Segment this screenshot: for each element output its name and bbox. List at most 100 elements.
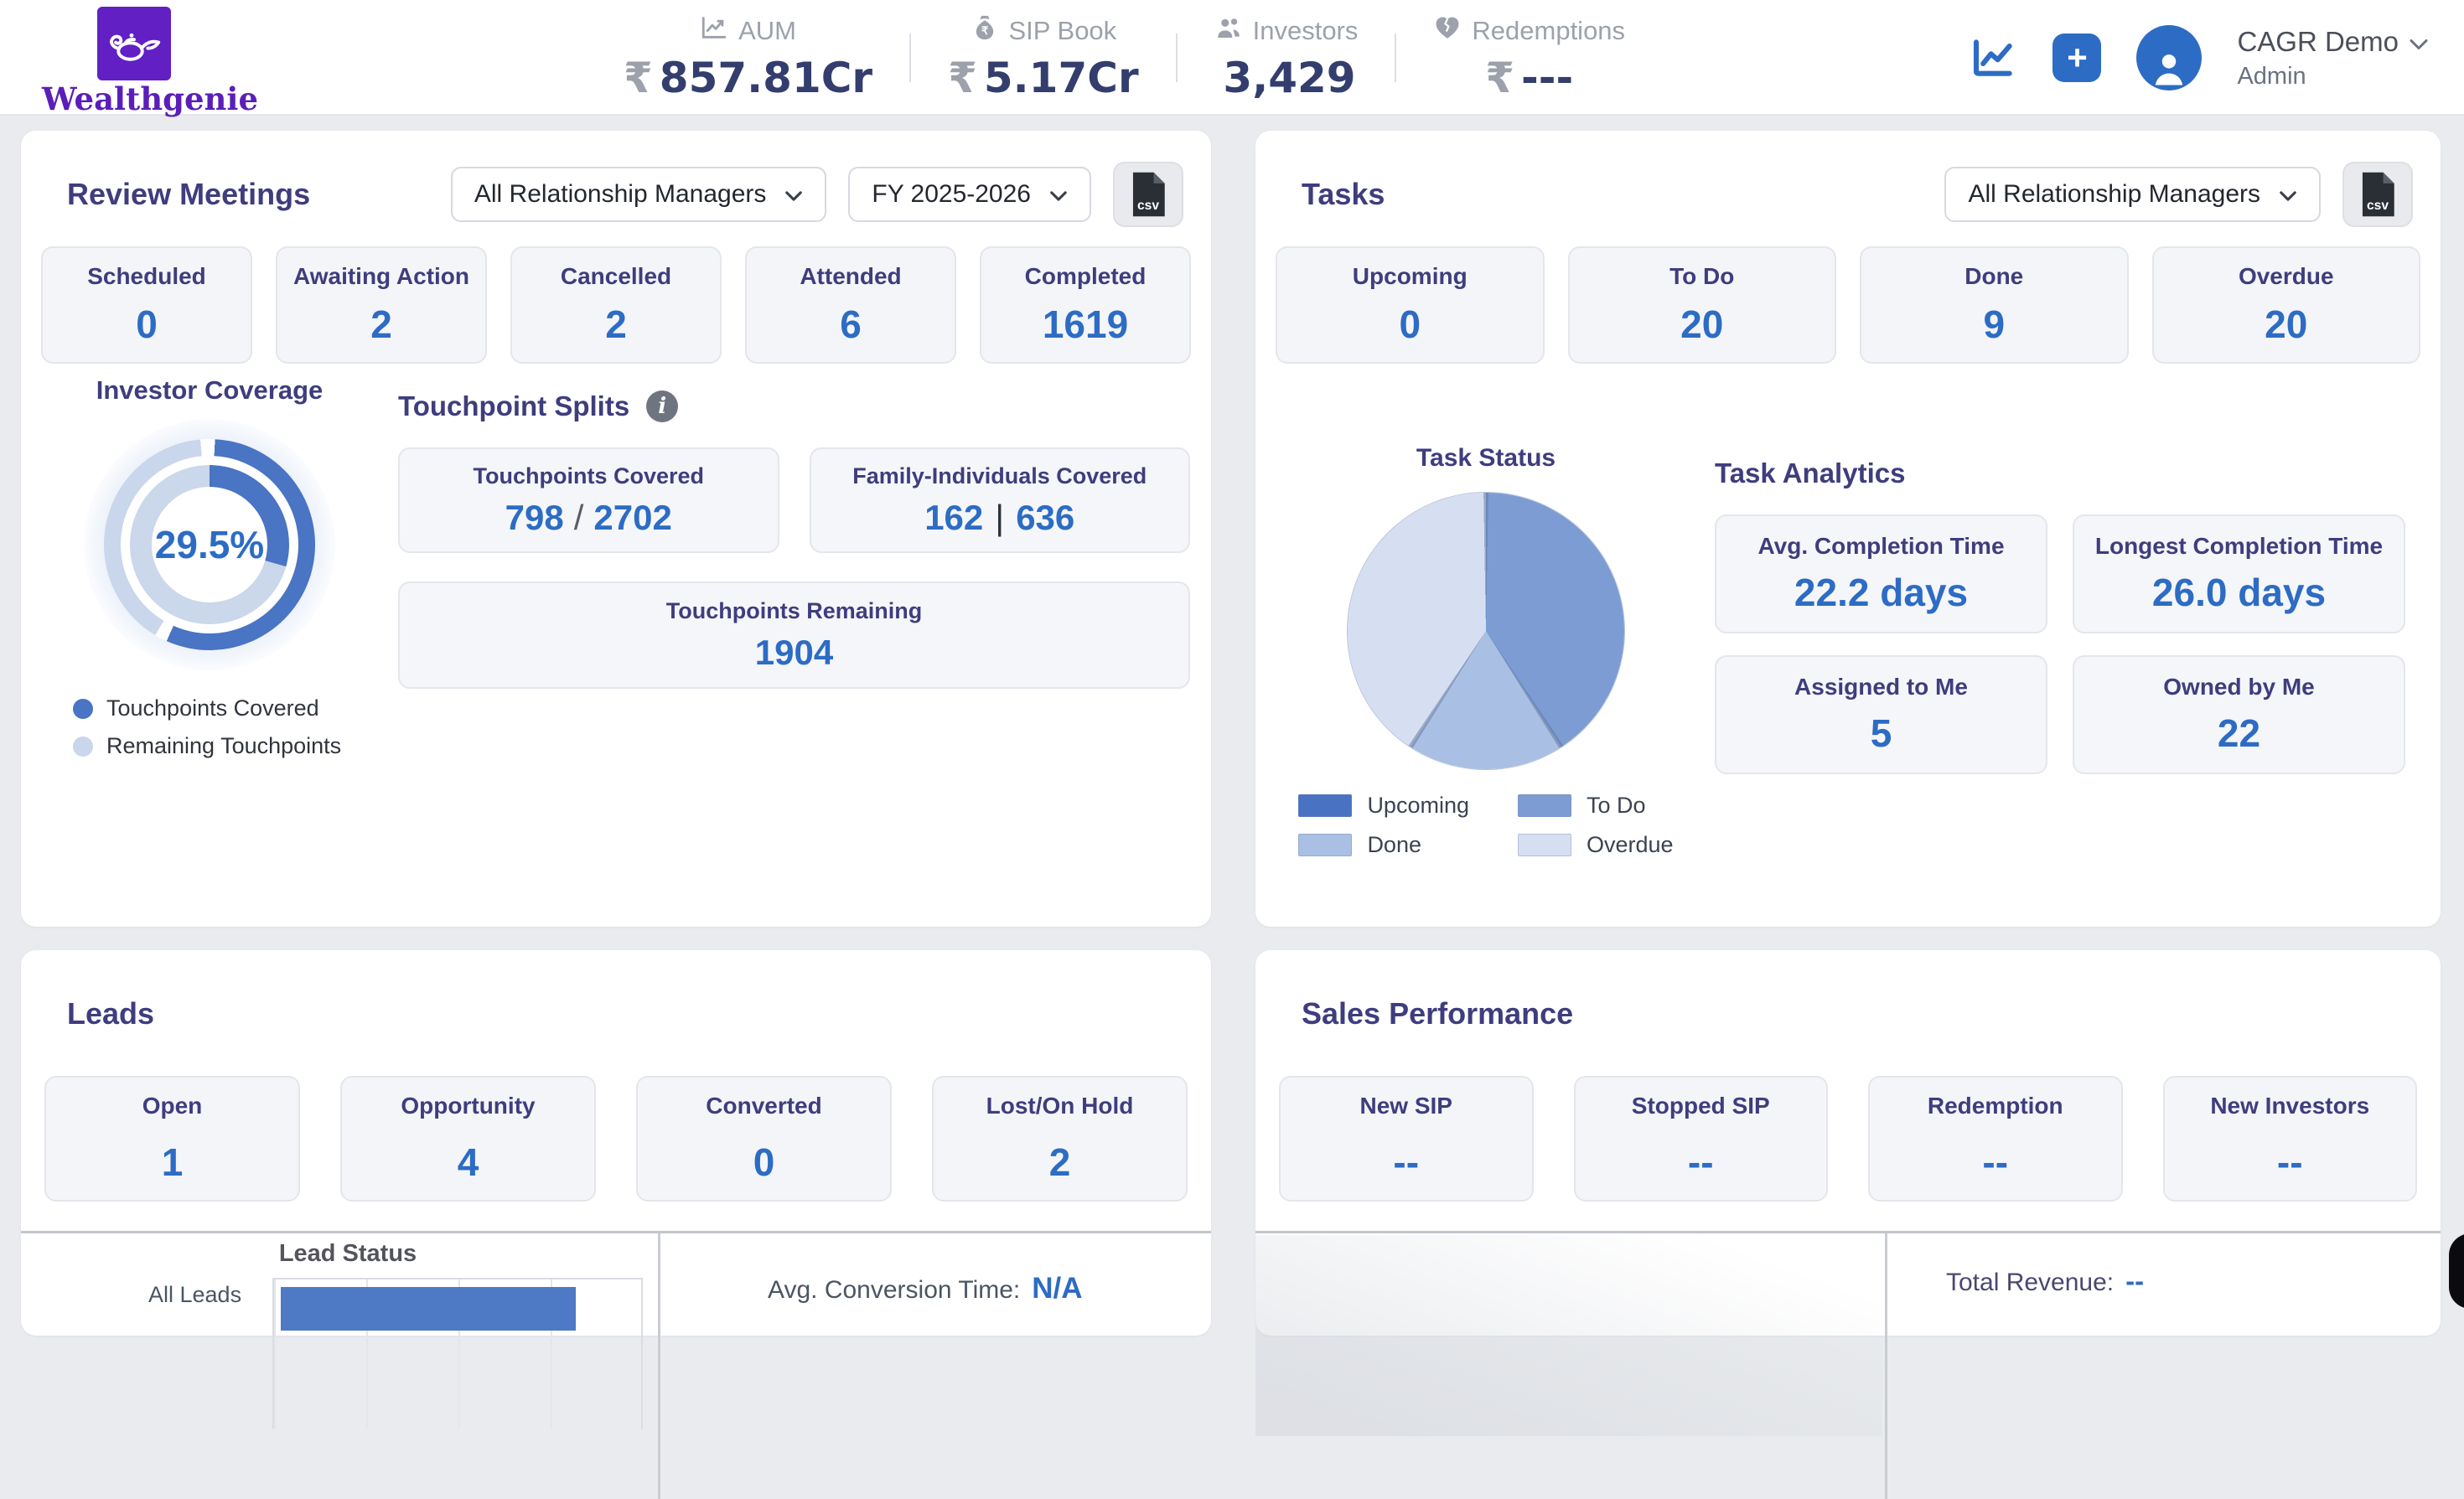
- add-button[interactable]: +: [2052, 34, 2102, 82]
- csv-file-icon: csv: [1132, 172, 1165, 217]
- svg-text:csv: csv: [1137, 199, 1159, 213]
- legend-item: Touchpoints Covered: [73, 695, 341, 721]
- chevron-down-icon: [2409, 26, 2429, 58]
- person-icon: [2156, 54, 2183, 85]
- tasks-title: Tasks: [1302, 177, 1385, 211]
- legend-swatch: [73, 736, 93, 757]
- touchpoints-remaining-card: Touchpoints Remaining 1904: [398, 582, 1190, 689]
- longest-completion-card: Longest Completion Time 26.0 days: [2073, 514, 2405, 633]
- task-analytics-title: Task Analytics: [1715, 457, 1906, 488]
- leads-card: Leads Open 1 Opportunity 4 Converted 0 L…: [21, 950, 1211, 1499]
- stat-tile-done[interactable]: Done 9: [1860, 246, 2129, 364]
- chart-loading-placeholder: [1255, 1235, 1882, 1436]
- user-menu[interactable]: CAGR Demo Admin: [2237, 26, 2429, 90]
- total-revenue-label: Total Revenue:: [1946, 1269, 2115, 1296]
- chevron-down-icon: [1049, 180, 1068, 209]
- divider: [909, 34, 912, 82]
- stat-tile-awaiting-action[interactable]: Awaiting Action 2: [276, 246, 487, 364]
- legend-swatch: [1518, 834, 1571, 856]
- rupee-symbol: ₹: [1485, 54, 1514, 102]
- legend-item: Overdue: [1518, 832, 1674, 858]
- svg-text:₹: ₹: [981, 24, 988, 37]
- sales-performance-title: Sales Performance: [1302, 996, 1574, 1031]
- rm-filter-dropdown[interactable]: All Relationship Managers: [450, 167, 827, 222]
- kpi-aum: AUM ₹857.81Cr: [587, 13, 909, 102]
- owned-by-me-card: Owned by Me 22: [2073, 655, 2405, 774]
- kpi-label: AUM: [738, 16, 796, 45]
- lead-status-bar[interactable]: [281, 1287, 576, 1331]
- stat-tile-todo[interactable]: To Do 20: [1567, 246, 1836, 364]
- user-avatar[interactable]: [2136, 25, 2203, 90]
- export-csv-button[interactable]: csv: [1113, 162, 1183, 227]
- review-meetings-title: Review Meetings: [67, 177, 311, 211]
- stat-tile-redemption[interactable]: Redemption --: [1868, 1076, 2123, 1202]
- donut-outer-ring: 29.5%: [104, 439, 315, 650]
- kpi-sip-book: ₹ SIP Book ₹5.17Cr: [911, 13, 1176, 102]
- avg-conversion-value: N/A: [1032, 1272, 1083, 1305]
- divider: [1395, 34, 1397, 82]
- stat-tile-scheduled[interactable]: Scheduled 0: [41, 246, 252, 364]
- task-status-legend: Upcoming To Do Done Overdue: [1298, 793, 1674, 858]
- stat-tile-open[interactable]: Open 1: [44, 1076, 300, 1202]
- sales-bottom-zone: Total Revenue: --: [1255, 1231, 2441, 1499]
- user-name: CAGR Demo: [2237, 25, 2399, 57]
- csv-file-icon: csv: [2362, 172, 2394, 217]
- svg-text:csv: csv: [2367, 199, 2389, 213]
- export-csv-button[interactable]: csv: [2342, 162, 2413, 227]
- stat-tile-stopped-sip[interactable]: Stopped SIP --: [1573, 1076, 1828, 1202]
- genie-lamp-icon: [97, 7, 171, 80]
- stat-tile-cancelled[interactable]: Cancelled 2: [510, 246, 722, 364]
- stat-tile-attended[interactable]: Attended 6: [745, 246, 956, 364]
- review-meetings-card: Review Meetings All Relationship Manager…: [21, 131, 1211, 927]
- tasks-card: Tasks All Relationship Managers csv Upco…: [1255, 131, 2441, 927]
- kpi-value: ₹ ---: [1485, 54, 1574, 102]
- touchpoints-covered-card: Touchpoints Covered 798/2702: [398, 447, 779, 553]
- kpi-investors: Investors 3,429: [1178, 13, 1395, 102]
- touchpoint-splits-title: Touchpoint Splits: [398, 390, 630, 421]
- plus-icon: +: [2067, 38, 2088, 77]
- lead-chart-category-label: All Leads: [148, 1282, 242, 1307]
- chat-widget-button[interactable]: [2449, 1233, 2464, 1309]
- rm-filter-dropdown[interactable]: All Relationship Managers: [1944, 167, 2321, 222]
- user-role: Admin: [2237, 62, 2306, 90]
- kpi-label: Investors: [1252, 16, 1359, 45]
- coverage-percent: 29.5%: [152, 487, 267, 602]
- leads-bottom-zone: Lead Status All Leads Avg. Conversion Ti…: [21, 1231, 1211, 1499]
- legend-swatch: [1518, 794, 1571, 817]
- legend-swatch: [1298, 794, 1353, 817]
- stat-tile-new-sip[interactable]: New SIP --: [1279, 1076, 1534, 1202]
- kpi-label: Redemptions: [1472, 16, 1626, 45]
- stat-tile-overdue[interactable]: Overdue 20: [2151, 246, 2420, 364]
- money-bag-icon: ₹: [971, 13, 999, 49]
- kpi-redemptions: Redemptions ₹ ---: [1396, 13, 1662, 102]
- stat-tile-new-investors[interactable]: New Investors --: [2162, 1076, 2417, 1202]
- stat-tile-upcoming[interactable]: Upcoming 0: [1276, 246, 1545, 364]
- kpi-value: ₹857.81Cr: [624, 54, 873, 102]
- line-chart-icon: [700, 13, 728, 49]
- rupee-symbol: ₹: [948, 54, 977, 102]
- kpi-label: SIP Book: [1008, 16, 1117, 45]
- legend-item: Remaining Touchpoints: [73, 733, 341, 759]
- stat-tile-opportunity[interactable]: Opportunity 4: [340, 1076, 596, 1202]
- lead-status-chart-title: Lead Status: [278, 1240, 417, 1267]
- lead-status-bar-chart: [272, 1278, 643, 1429]
- stat-tile-completed[interactable]: Completed 1619: [980, 246, 1191, 364]
- stat-tile-converted[interactable]: Converted 0: [636, 1076, 892, 1202]
- task-status-pie-chart[interactable]: [1348, 493, 1624, 769]
- brand-logo[interactable]: Wealthgenie: [42, 7, 258, 117]
- kpi-value: ₹5.17Cr: [948, 54, 1139, 102]
- family-individuals-card: Family-Individuals Covered 162 | 636: [809, 447, 1190, 553]
- avg-completion-card: Avg. Completion Time 22.2 days: [1715, 514, 2047, 633]
- legend-item: To Do: [1518, 793, 1674, 819]
- kpi-value: 3,429: [1223, 54, 1356, 102]
- leads-title: Leads: [67, 996, 155, 1031]
- rupee-symbol: ₹: [624, 54, 653, 102]
- stat-tile-lost-on-hold[interactable]: Lost/On Hold 2: [932, 1076, 1188, 1202]
- legend-item: Upcoming: [1298, 793, 1469, 819]
- legend-item: Done: [1298, 832, 1469, 858]
- investor-coverage-donut[interactable]: 29.5%: [84, 419, 335, 670]
- legend-swatch: [1298, 834, 1353, 856]
- info-icon[interactable]: i: [646, 390, 679, 422]
- analytics-icon[interactable]: [1970, 34, 2017, 81]
- fy-filter-dropdown[interactable]: FY 2025-2026: [848, 167, 1091, 222]
